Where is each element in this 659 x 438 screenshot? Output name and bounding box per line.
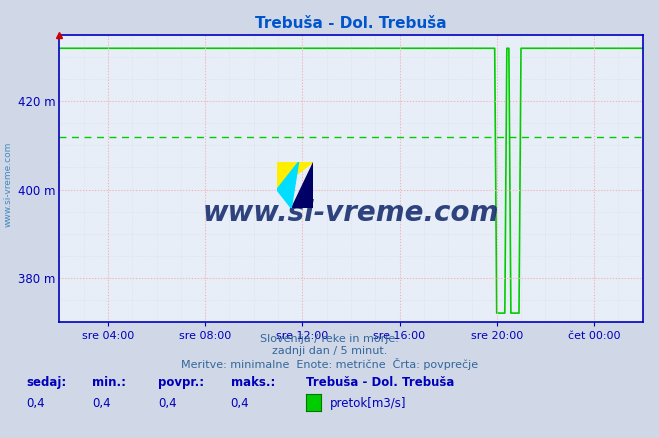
Polygon shape (291, 162, 313, 208)
Text: www.si-vreme.com: www.si-vreme.com (3, 141, 13, 226)
Text: 0,4: 0,4 (26, 397, 45, 410)
Text: Trebuša - Dol. Trebuša: Trebuša - Dol. Trebuša (306, 376, 455, 389)
Text: min.:: min.: (92, 376, 127, 389)
Text: www.si-vreme.com: www.si-vreme.com (203, 199, 499, 227)
Text: maks.:: maks.: (231, 376, 275, 389)
Text: 0,4: 0,4 (92, 397, 111, 410)
Text: zadnji dan / 5 minut.: zadnji dan / 5 minut. (272, 346, 387, 356)
Polygon shape (277, 162, 299, 208)
Text: Meritve: minimalne  Enote: metrične  Črta: povprečje: Meritve: minimalne Enote: metrične Črta:… (181, 358, 478, 370)
Text: pretok[m3/s]: pretok[m3/s] (330, 397, 406, 410)
Text: 0,4: 0,4 (158, 397, 177, 410)
Text: povpr.:: povpr.: (158, 376, 204, 389)
Text: sedaj:: sedaj: (26, 376, 67, 389)
Title: Trebuša - Dol. Trebuša: Trebuša - Dol. Trebuša (255, 16, 447, 31)
Polygon shape (277, 162, 313, 190)
Text: Slovenija / reke in morje.: Slovenija / reke in morje. (260, 334, 399, 344)
Text: 0,4: 0,4 (231, 397, 249, 410)
